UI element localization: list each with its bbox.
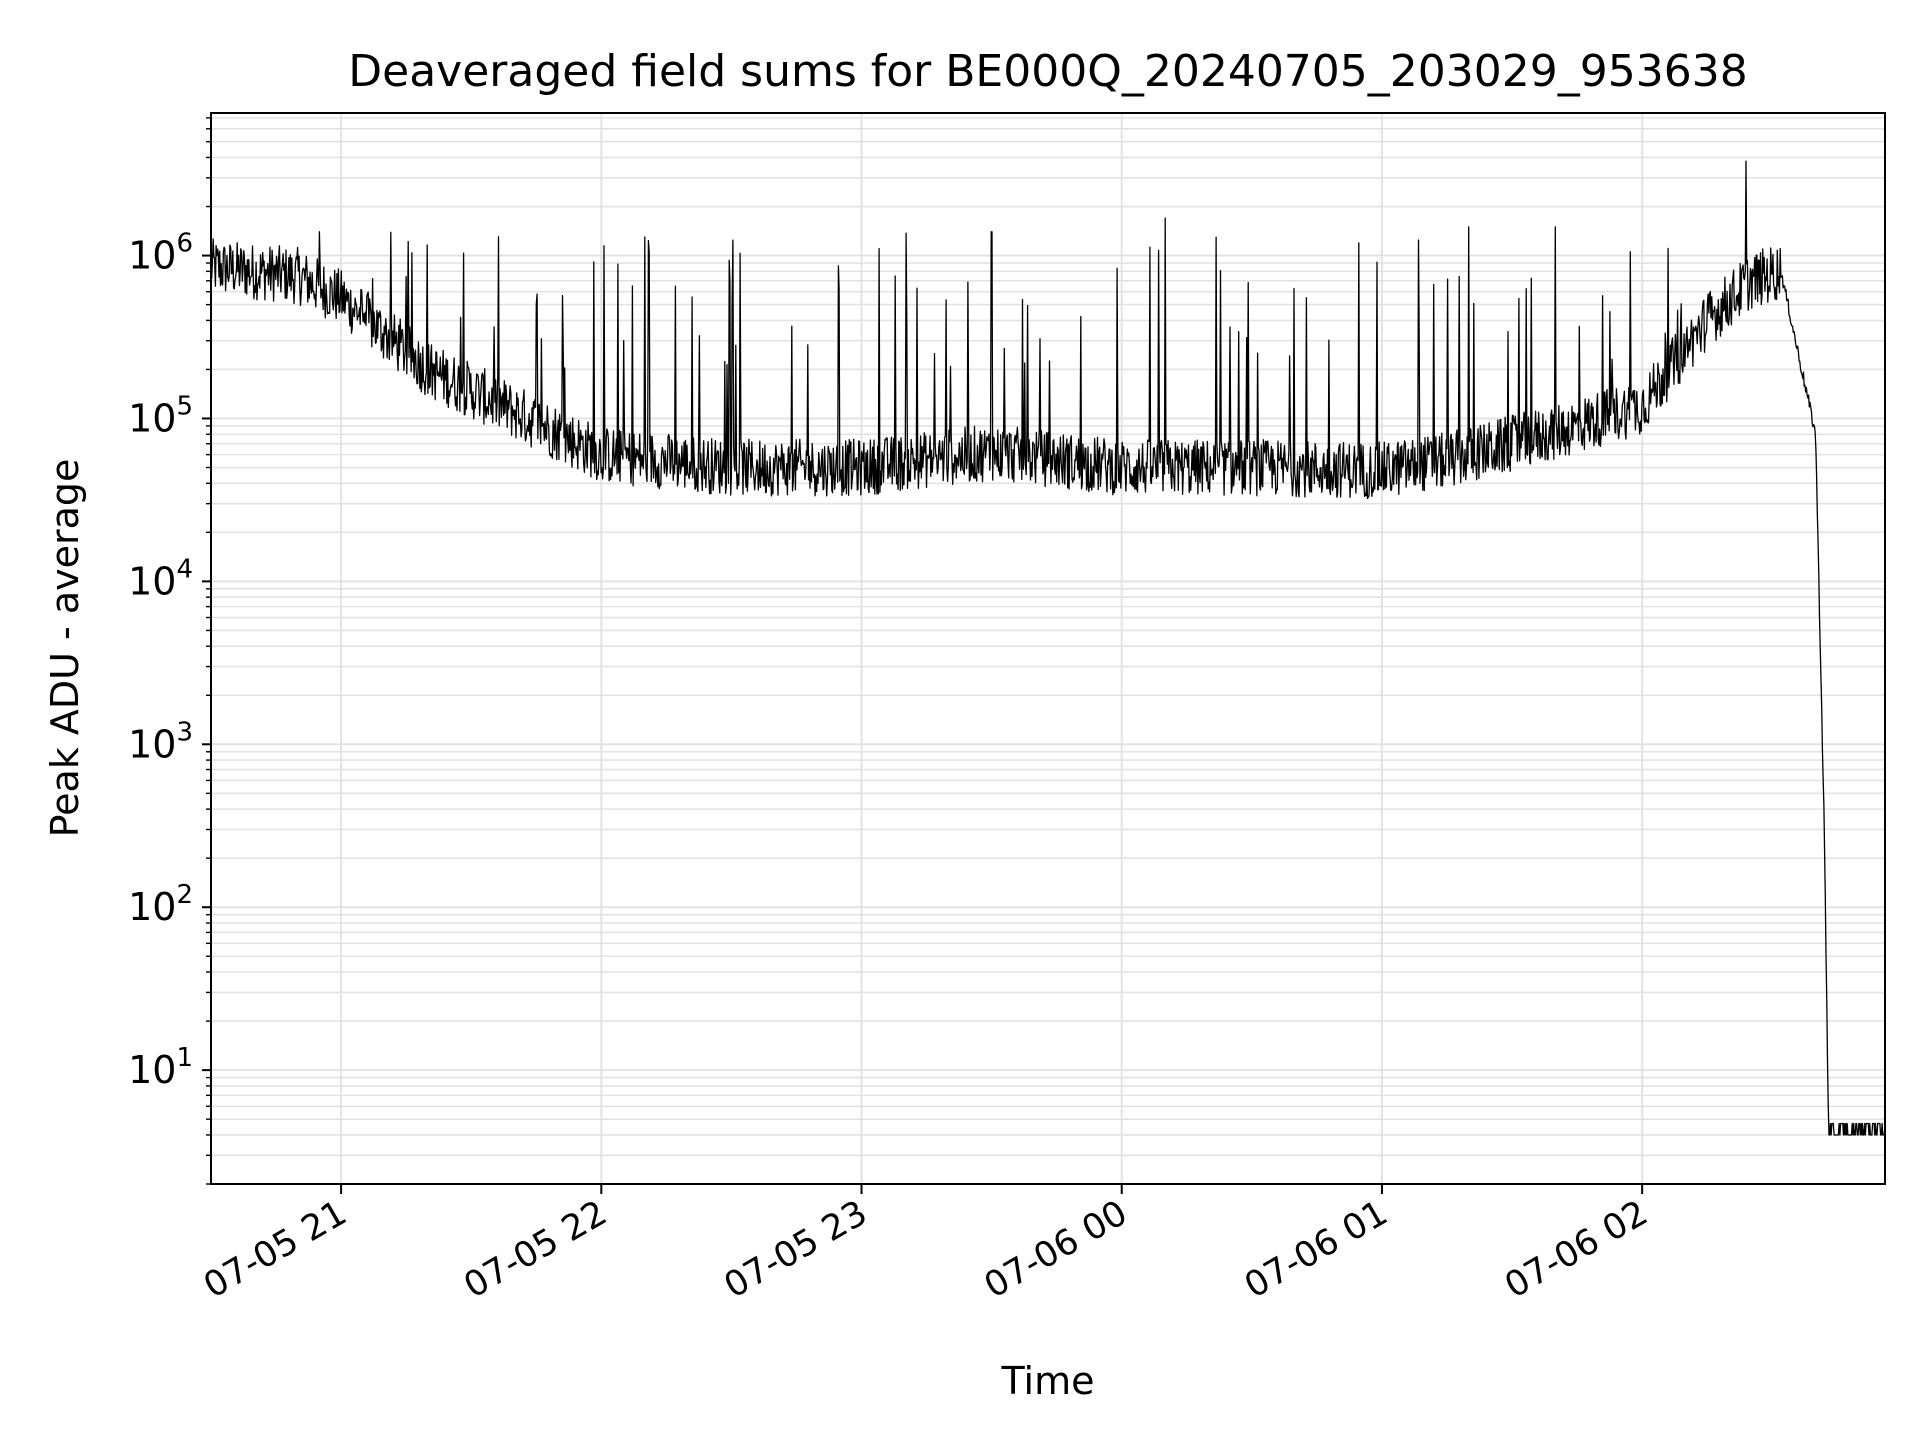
y-tick-base: 10 [128,234,176,278]
plot-area-frame [210,112,1886,1185]
y-tick-label: 101 [128,1043,193,1092]
y-tick-exponent: 4 [176,554,193,584]
y-tick-base: 10 [128,396,176,440]
y-tick-label: 102 [128,880,193,929]
y-tick-exponent: 3 [176,717,193,747]
y-tick-exponent: 6 [176,229,193,259]
y-tick-base: 10 [128,722,176,766]
y-tick-base: 10 [128,1048,176,1092]
y-tick-base: 10 [128,559,176,603]
y-tick-label: 105 [128,391,193,440]
y-tick-label: 106 [128,229,193,278]
y-tick-exponent: 2 [176,880,193,910]
y-axis-label: Peak ADU - average [43,459,87,838]
y-tick-label: 103 [128,717,193,766]
y-tick-exponent: 5 [176,391,193,421]
chart-title: Deaveraged field sums for BE000Q_2024070… [348,46,1747,97]
y-tick-base: 10 [128,885,176,929]
series-line [210,160,1886,1136]
x-axis-label: Time [1001,1359,1095,1403]
y-tick-exponent: 1 [176,1043,193,1073]
y-tick-label: 104 [128,554,193,603]
